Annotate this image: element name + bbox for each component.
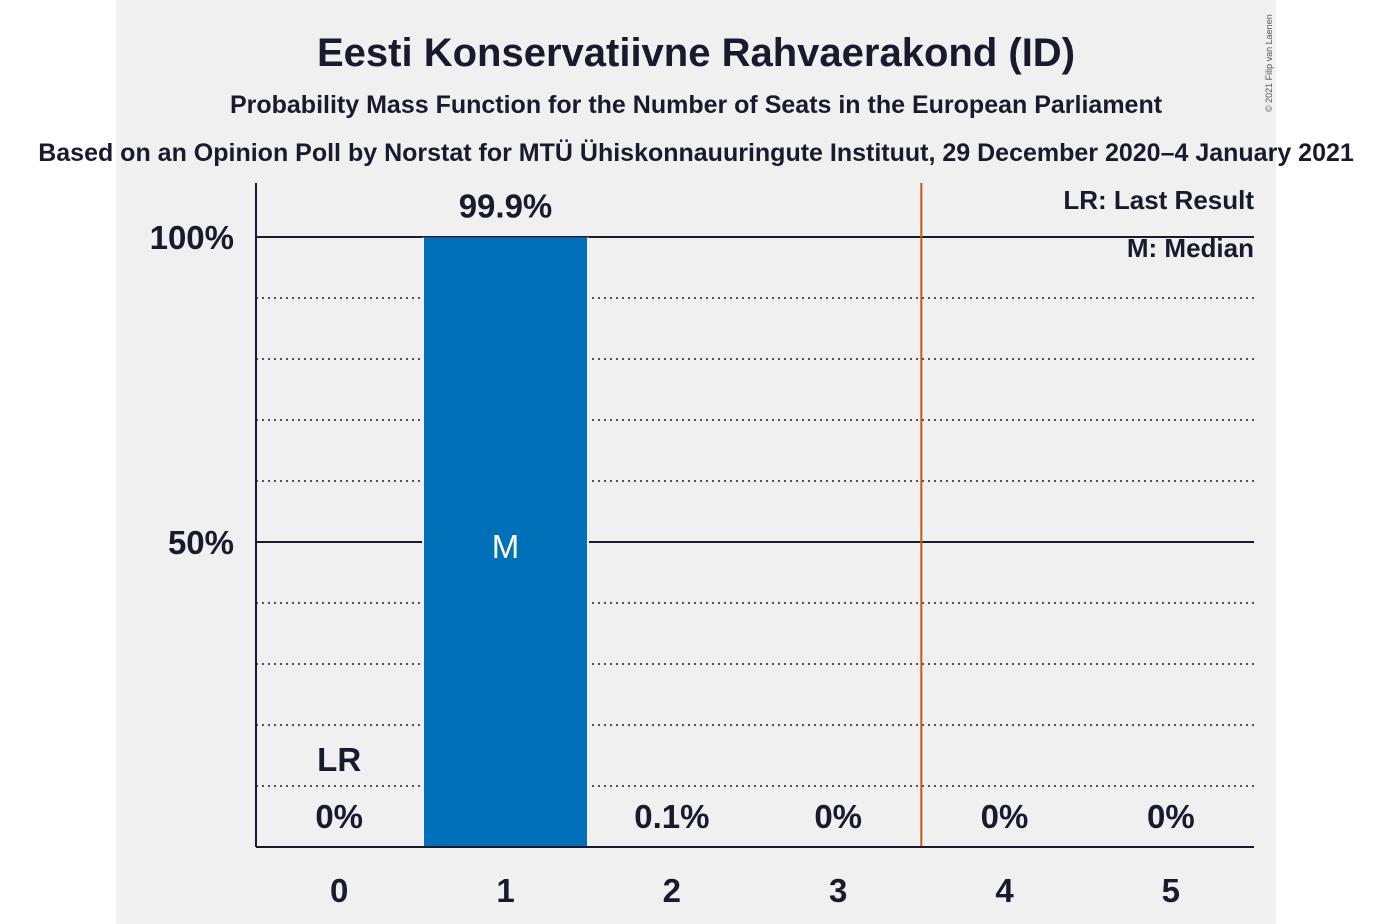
- chart-subtitle: Probability Mass Function for the Number…: [230, 91, 1163, 119]
- x-tick-label: 1: [496, 872, 514, 909]
- plot-area: 50% 100% 0% 0 99.9% 1 0.1% 2 0% 3 0% 4 0% 5 LR M: [150, 183, 1254, 909]
- y-tick-label: 100%: [150, 219, 234, 256]
- x-tick-label: 3: [829, 872, 847, 909]
- chart-source: Based on an Opinion Poll by Norstat for …: [38, 138, 1354, 167]
- y-tick-label: 50%: [168, 524, 234, 561]
- data-label: 0%: [1147, 798, 1195, 835]
- x-tick-label: 2: [663, 872, 681, 909]
- x-tick-label: 0: [330, 872, 348, 909]
- chart-panel: [116, 0, 1276, 924]
- x-tick-label: 5: [1162, 872, 1180, 909]
- last-result-marker: LR: [317, 741, 361, 778]
- chart-title: Eesti Konservatiivne Rahvaerakond (ID): [317, 31, 1075, 75]
- legend-last-result: LR: Last Result: [1063, 185, 1254, 215]
- bar: [424, 237, 587, 848]
- legend-median: M: Median: [1127, 233, 1254, 263]
- data-label: 0%: [315, 798, 363, 835]
- x-tick-label: 4: [995, 872, 1014, 909]
- data-label: 0%: [814, 798, 862, 835]
- copyright-notice: © 2021 Filip van Laenen: [1264, 14, 1274, 112]
- median-marker: M: [492, 528, 520, 565]
- data-label: 0%: [981, 798, 1029, 835]
- data-label: 99.9%: [459, 188, 553, 225]
- data-label: 0.1%: [634, 798, 709, 835]
